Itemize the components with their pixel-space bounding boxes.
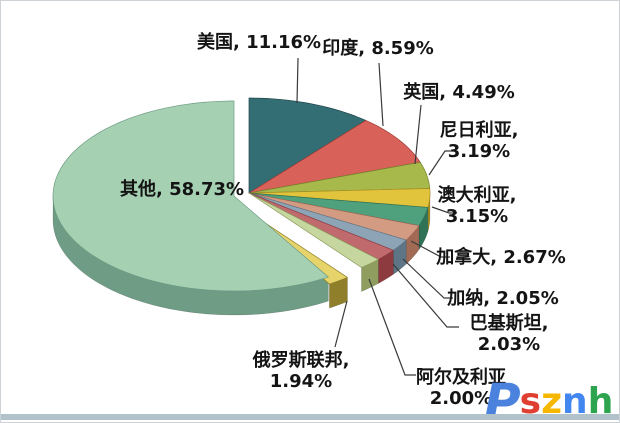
leader-line-6	[402, 258, 453, 299]
pie-slice-5	[248, 192, 420, 241]
pie-slice-label-1: 印度, 8.59%	[322, 38, 434, 59]
pie-slice-label-7: 巴基斯坦, 2.03%	[469, 313, 549, 355]
pie-slice-label-0: 美国, 11.16%	[196, 32, 322, 53]
pie-slice-3	[248, 188, 431, 208]
watermark-letter-n: n	[562, 381, 588, 422]
leader-line-3	[428, 150, 453, 176]
pie-slice-10	[52, 100, 329, 292]
window-bottom-edge	[1, 414, 619, 420]
leader-line-5	[410, 240, 450, 258]
pie-slice-label-2: 英国, 4.49%	[403, 82, 515, 103]
pie-slice-label-5: 加拿大, 2.67%	[436, 247, 566, 268]
leader-line-8	[368, 278, 416, 376]
pie-slice-label-3: 尼日利亚, 3.19%	[439, 120, 519, 162]
watermark-letter-z: z	[541, 381, 563, 422]
pie-slice-label-6: 加纳, 2.05%	[447, 288, 559, 309]
leader-line-7	[392, 263, 459, 328]
pie-slice-0	[248, 97, 367, 194]
leader-line-0	[296, 57, 299, 104]
watermark-letter-h: h	[587, 381, 614, 422]
leader-line-1	[378, 62, 384, 127]
pie-slice-1	[248, 120, 421, 194]
watermark: P s z n h	[484, 370, 614, 422]
leader-line-9	[334, 300, 348, 348]
leader-line-4	[431, 206, 457, 214]
watermark-letter-s: s	[519, 381, 542, 422]
pie-slice-label-9: 俄罗斯联邦, 1.94%	[252, 350, 350, 392]
pie-slice-4	[248, 192, 429, 226]
pie-slice-label-8: 阿尔及利亚 2.00%	[416, 367, 506, 409]
pie-slice-8	[248, 192, 379, 268]
pie-slice-label-4: 澳大利亚, 3.15%	[437, 185, 517, 227]
leader-line-2	[414, 104, 422, 165]
pie-slice-label-10: 其他, 58.73%	[119, 179, 245, 200]
